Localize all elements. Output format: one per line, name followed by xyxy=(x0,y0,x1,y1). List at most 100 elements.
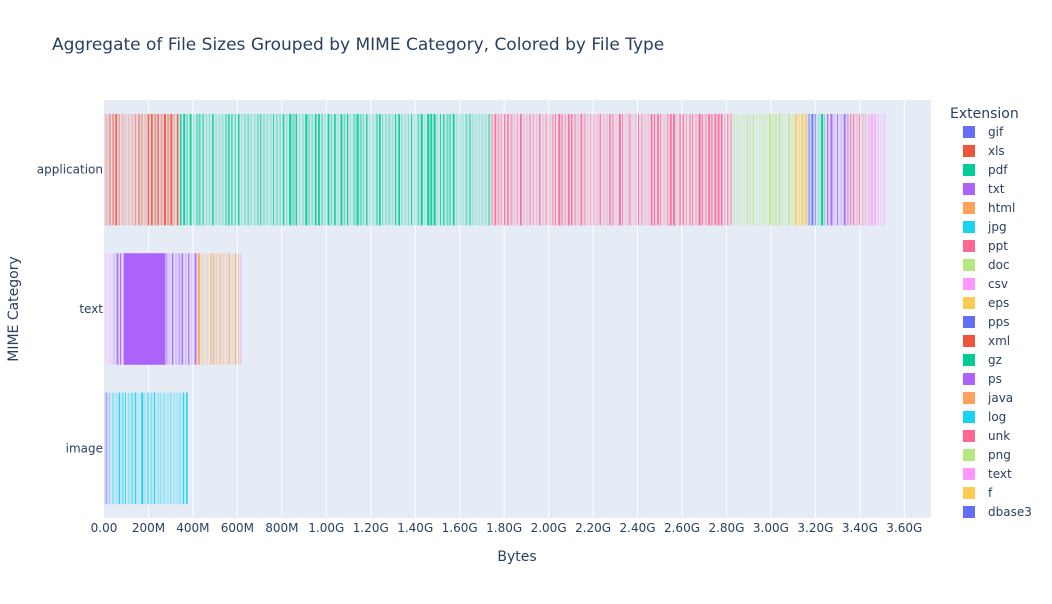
file-stripe-pdf xyxy=(285,113,288,226)
file-stripe-ppt xyxy=(583,113,586,226)
file-stripe-pdf xyxy=(459,113,461,226)
file-stripe-pdf xyxy=(231,113,233,226)
file-stripe-pdf xyxy=(468,113,471,226)
file-stripe-pdf xyxy=(327,113,330,226)
x-axis-title: Bytes xyxy=(497,549,536,565)
file-stripe-text xyxy=(240,253,242,365)
file-stripe-java xyxy=(225,253,227,365)
x-tick-label: 2.60G xyxy=(664,521,700,535)
y-tick-label: text xyxy=(79,302,103,316)
file-stripe-ppt xyxy=(682,113,684,226)
file-stripe-html xyxy=(203,253,205,365)
file-stripe-pdf xyxy=(289,113,292,226)
legend-label: dbase3 xyxy=(988,505,1032,519)
legend-title: Extension xyxy=(950,106,1019,122)
legend-item-html: html xyxy=(963,201,1015,215)
file-stripe-csv xyxy=(109,253,111,365)
file-stripe-pdf xyxy=(484,113,487,226)
x-tick-label: 1.40G xyxy=(397,521,433,535)
file-stripe-ppt xyxy=(628,113,631,226)
file-stripe-pdf xyxy=(433,113,436,226)
file-stripe-ppt xyxy=(574,113,577,226)
file-stripe-html xyxy=(216,253,218,365)
file-stripe-ppt xyxy=(644,113,646,226)
file-stripe-jpg xyxy=(166,392,169,505)
legend-item-java: java xyxy=(963,391,1013,405)
file-stripe-ppt xyxy=(558,113,561,226)
file-stripe-jpg xyxy=(157,392,160,505)
file-stripe-ppt xyxy=(692,113,693,226)
file-stripe-pdf xyxy=(478,113,480,226)
file-stripe-ppt xyxy=(520,113,522,226)
file-stripe-txt xyxy=(175,253,178,365)
file-stripe-jpg xyxy=(118,392,121,505)
file-stripe-java xyxy=(228,253,230,365)
legend-swatch xyxy=(963,297,975,309)
file-stripe-ppt xyxy=(548,113,551,226)
file-stripe-jpg xyxy=(125,392,126,505)
legend-item-csv: csv xyxy=(963,277,1008,291)
file-stripe-jpg xyxy=(173,392,176,505)
file-stripe-pdf xyxy=(446,113,449,226)
legend-item-txt: txt xyxy=(963,182,1005,196)
file-stripe-text xyxy=(871,113,873,226)
file-stripe-doc xyxy=(743,113,745,226)
file-stripe-jpg xyxy=(179,392,181,505)
legend-swatch xyxy=(963,506,975,518)
legend-label: xls xyxy=(988,144,1005,158)
file-stripe-ps xyxy=(847,113,849,226)
file-stripe-pdf xyxy=(366,113,368,226)
legend-label: ps xyxy=(988,372,1002,386)
file-stripe-xls xyxy=(157,113,159,226)
file-stripe-pdf xyxy=(318,113,320,226)
file-stripe-pdf xyxy=(311,113,313,226)
file-stripe-pdf xyxy=(186,113,188,226)
x-tick-label: 1.20G xyxy=(353,521,389,535)
file-stripe-java xyxy=(234,253,236,365)
file-stripe-doc xyxy=(772,113,774,226)
file-stripe-gif xyxy=(105,392,108,505)
file-stripe-pdf xyxy=(324,113,327,226)
file-stripe-pdf xyxy=(404,113,407,226)
file-stripe-ppt xyxy=(542,113,544,226)
file-stripe-pps xyxy=(814,113,816,226)
file-stripe-pdf xyxy=(417,113,420,226)
file-stripe-txt xyxy=(188,253,190,365)
file-stripe-html xyxy=(197,253,200,365)
file-stripe-ppt xyxy=(625,113,627,226)
file-stripe-eps xyxy=(794,113,797,226)
file-stripe-jpg xyxy=(147,392,149,505)
file-stripe-html xyxy=(222,253,224,365)
bar-segment-image-gif xyxy=(104,392,111,505)
legend-label: log xyxy=(988,410,1006,424)
file-stripe-pdf xyxy=(183,113,186,226)
file-stripe-gif xyxy=(109,392,111,505)
file-stripe-pdf xyxy=(321,113,323,226)
file-stripe-gz xyxy=(820,113,824,226)
file-stripe-ppt xyxy=(698,113,701,226)
file-stripe-ppt xyxy=(523,113,526,226)
file-stripe-eps xyxy=(804,113,807,226)
file-stripe-xls xyxy=(141,113,143,226)
file-stripe-doc xyxy=(775,113,777,226)
file-stripe-txt xyxy=(168,253,170,365)
file-stripe-ppt xyxy=(615,113,617,226)
legend-label: unk xyxy=(988,429,1010,443)
file-stripe-ppt xyxy=(704,113,707,226)
file-stripe-pdf xyxy=(276,113,278,226)
file-stripe-doc xyxy=(788,113,791,226)
file-stripe-text xyxy=(883,113,886,226)
file-stripe-jpg xyxy=(185,392,188,505)
file-stripe-jpg xyxy=(163,392,165,505)
file-stripe-ppt xyxy=(720,113,723,226)
file-stripe-xls xyxy=(125,113,126,226)
file-stripe-ppt xyxy=(717,113,720,226)
file-stripe-txt xyxy=(171,253,174,365)
file-stripe-jpg xyxy=(112,392,114,505)
file-stripe-html xyxy=(219,253,221,365)
x-tick-label: 2.40G xyxy=(620,521,656,535)
legend-label: gif xyxy=(988,125,1004,139)
file-stripe-xls xyxy=(137,113,141,226)
legend-label: ppt xyxy=(988,239,1008,253)
